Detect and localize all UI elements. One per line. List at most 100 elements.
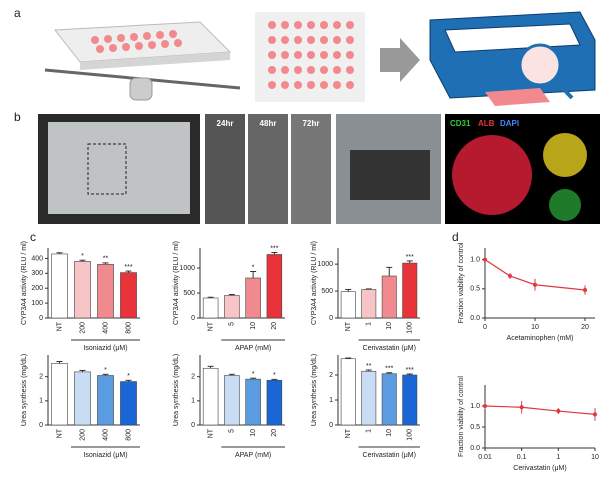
y-axis-label: CYP3A4 activity (RLU / ml): [21, 241, 28, 325]
significance: ***: [124, 264, 132, 271]
bar: [120, 272, 137, 319]
y-tick-label: 2: [329, 372, 333, 379]
line: [484, 405, 596, 415]
panel-label: b: [14, 110, 21, 124]
y-tick-label: 500: [183, 290, 195, 297]
photo-label: DAPI: [500, 119, 519, 128]
y-tick-label: 0: [329, 422, 333, 429]
y-tick-label: 0.0: [470, 315, 480, 322]
x-axis-label: Isoniazid (μM): [83, 452, 127, 459]
y-axis-label: Fraction viability of control: [458, 376, 465, 457]
point: [556, 409, 561, 414]
x-axis-label: Cerivastatin (μM): [513, 465, 566, 472]
significance: ***: [270, 245, 278, 252]
x-axis-label: APAP (mM): [235, 452, 271, 459]
significance: ***: [406, 367, 414, 374]
y-tick-label: 400: [31, 255, 43, 262]
bar: [97, 264, 114, 319]
photo-label: ALB: [478, 119, 495, 128]
point: [593, 412, 597, 417]
bar: [120, 381, 137, 426]
bar: [245, 277, 261, 319]
y-tick-label: 1000: [317, 261, 333, 268]
bar: [74, 371, 91, 426]
x-axis-label: APAP (mM): [235, 345, 271, 352]
y-tick-label: 1: [191, 398, 195, 405]
y-axis-label: CYP3A4 activity (RLU / ml): [173, 241, 180, 325]
significance: *: [252, 264, 255, 271]
line: [484, 259, 586, 291]
point: [508, 274, 512, 278]
bar: [340, 358, 356, 426]
significance: *: [127, 373, 130, 380]
y-tick-label: 0.5: [470, 286, 480, 293]
bar: [381, 275, 397, 319]
x-tick-label: 400: [102, 322, 109, 334]
bar: [361, 289, 377, 319]
x-tick-label: 1: [366, 322, 373, 326]
x-tick-label: 1: [366, 429, 373, 433]
x-tick-label: 100: [407, 429, 414, 441]
significance: *: [81, 253, 84, 260]
y-tick-label: 0.0: [470, 445, 480, 452]
y-tick-label: 0: [191, 422, 195, 429]
y-tick-label: 1000: [179, 265, 195, 272]
x-tick-label: 0: [483, 324, 487, 331]
bar: [202, 367, 219, 426]
x-tick-label: 20: [271, 429, 278, 437]
significance: *: [104, 367, 107, 374]
x-tick-label: 1: [556, 454, 560, 461]
y-tick-label: 0: [39, 315, 43, 322]
panel-label: a: [14, 6, 21, 20]
bar: [402, 374, 418, 426]
point: [533, 282, 537, 287]
y-tick-label: 0.5: [470, 424, 480, 431]
y-tick-label: 500: [321, 288, 333, 295]
bar: [74, 261, 91, 319]
bar: [381, 373, 397, 426]
significance: *: [273, 372, 276, 379]
significance: **: [103, 256, 109, 263]
x-tick-label: NT: [207, 321, 214, 331]
bar: [51, 253, 68, 319]
point: [483, 404, 487, 408]
photo-label: CD31: [450, 119, 471, 128]
bar: [340, 291, 356, 319]
x-axis-label: Cerivastatin (μM): [363, 452, 416, 459]
x-tick-label: 10: [386, 429, 393, 437]
x-axis-label: Cerivastatin (μM): [363, 345, 416, 352]
y-axis-label: CYP3A4 activity (RLU / ml): [311, 241, 318, 325]
y-axis-label: Urea synthesis (mg/dL): [21, 354, 28, 426]
y-tick-label: 1.0: [470, 403, 480, 410]
x-tick-label: 800: [125, 322, 132, 334]
x-tick-label: 20: [271, 322, 278, 330]
bar: [266, 254, 283, 319]
panel-label: c: [30, 230, 36, 244]
y-tick-label: 0: [39, 422, 43, 429]
bar: [245, 378, 261, 426]
bar: [224, 295, 240, 319]
x-tick-label: NT: [56, 321, 63, 331]
y-tick-label: 1: [39, 398, 43, 405]
y-tick-label: 200: [31, 285, 43, 292]
x-tick-label: 200: [79, 322, 86, 334]
bar: [402, 262, 418, 319]
illustration-a: [44, 11, 596, 106]
y-axis-label: Urea synthesis (mg/dL): [173, 354, 180, 426]
x-tick-label: NT: [345, 321, 352, 331]
y-axis-label: Urea synthesis (mg/dL): [311, 354, 318, 426]
x-tick-label: 10: [591, 454, 599, 461]
bar: [202, 297, 219, 319]
point: [483, 257, 487, 262]
photo-label: 48hr: [260, 119, 277, 128]
significance: *: [252, 371, 255, 378]
x-tick-label: 5: [229, 322, 236, 326]
x-tick-label: 400: [102, 429, 109, 441]
y-tick-label: 300: [31, 270, 43, 277]
bar: [224, 375, 240, 426]
x-tick-label: 10: [386, 322, 393, 330]
y-tick-label: 2: [39, 374, 43, 381]
point: [519, 405, 524, 410]
photo-label: 24hr: [217, 119, 234, 128]
significance: **: [366, 363, 372, 370]
